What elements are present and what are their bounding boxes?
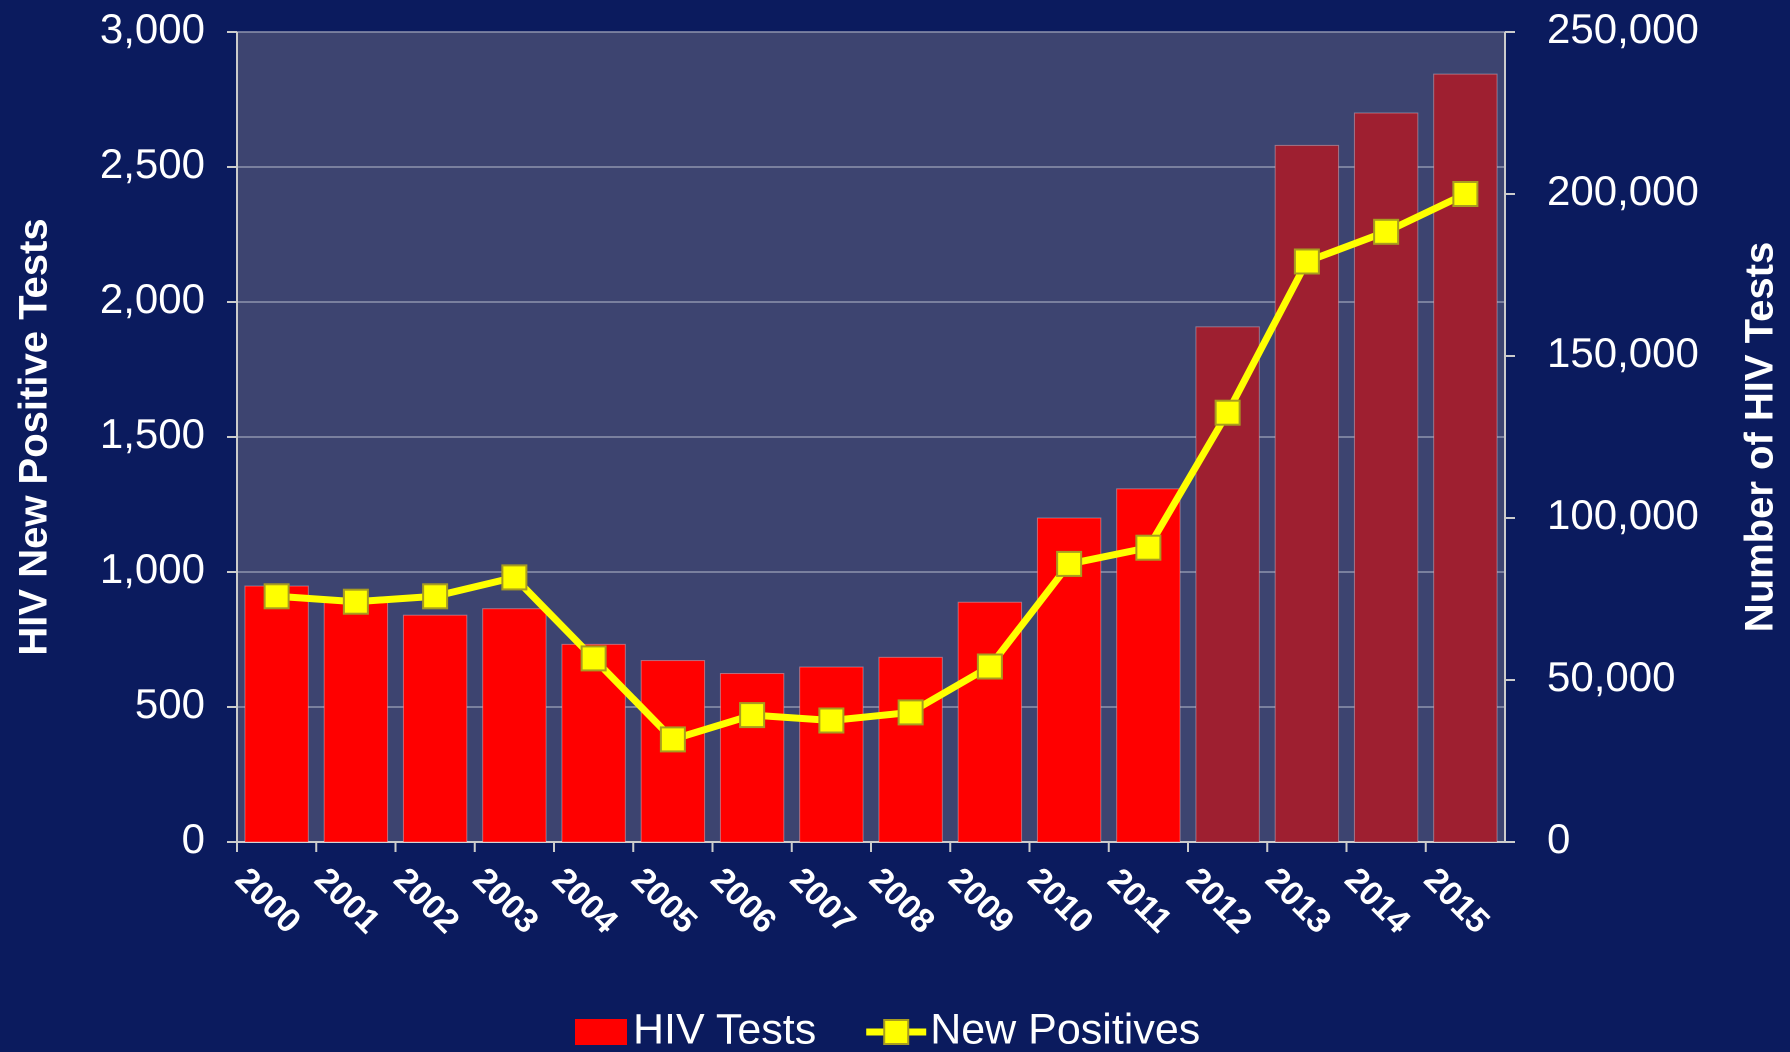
marker: [1452, 181, 1479, 207]
marker: [1214, 399, 1241, 426]
marker: [897, 699, 924, 726]
bar: [323, 598, 389, 843]
y-tick-label: 3,000: [100, 5, 205, 52]
legend-label: HIV Tests: [633, 1005, 816, 1052]
marker: [1056, 550, 1083, 577]
marker: [659, 726, 686, 753]
bar: [799, 666, 864, 843]
marker: [501, 564, 528, 591]
marker: [1135, 534, 1162, 561]
bar: [719, 673, 785, 843]
marker: [1293, 248, 1320, 275]
marker: [342, 588, 369, 615]
y-tick-label: 2,500: [100, 140, 205, 187]
y2-axis-title: Number of HIV Tests: [1738, 242, 1782, 632]
marker: [263, 583, 290, 610]
bar: [561, 643, 626, 843]
marker: [818, 707, 845, 734]
marker: [739, 702, 766, 729]
y-axis-title: HIV New Positive Tests: [12, 218, 56, 655]
bar: [244, 585, 309, 843]
y-tick-label: 1,500: [100, 410, 205, 457]
marker: [1373, 218, 1400, 245]
line: [276, 190, 1467, 744]
bar: [878, 656, 943, 843]
y-tick-label: 0: [182, 815, 205, 862]
legend-label: New Positives: [930, 1005, 1200, 1052]
bar: [482, 608, 547, 843]
y2-tick-label: 100,000: [1547, 491, 1699, 538]
legend-swatch: [575, 1019, 627, 1045]
y-tick-label: 500: [135, 680, 205, 727]
y2-tick-label: 50,000: [1547, 653, 1675, 700]
bar: [402, 614, 468, 843]
y2-tick-label: 200,000: [1547, 167, 1699, 214]
y-tick-label: 2,000: [100, 275, 205, 322]
y2-tick-label: 150,000: [1547, 329, 1699, 376]
legend-swatch: [883, 1019, 910, 1045]
marker: [580, 645, 607, 672]
y2-tick-label: 0: [1547, 815, 1570, 862]
y-tick-label: 1,000: [100, 545, 205, 592]
marker: [976, 653, 1003, 680]
y2-tick-label: 250,000: [1547, 5, 1699, 52]
marker: [422, 583, 449, 610]
